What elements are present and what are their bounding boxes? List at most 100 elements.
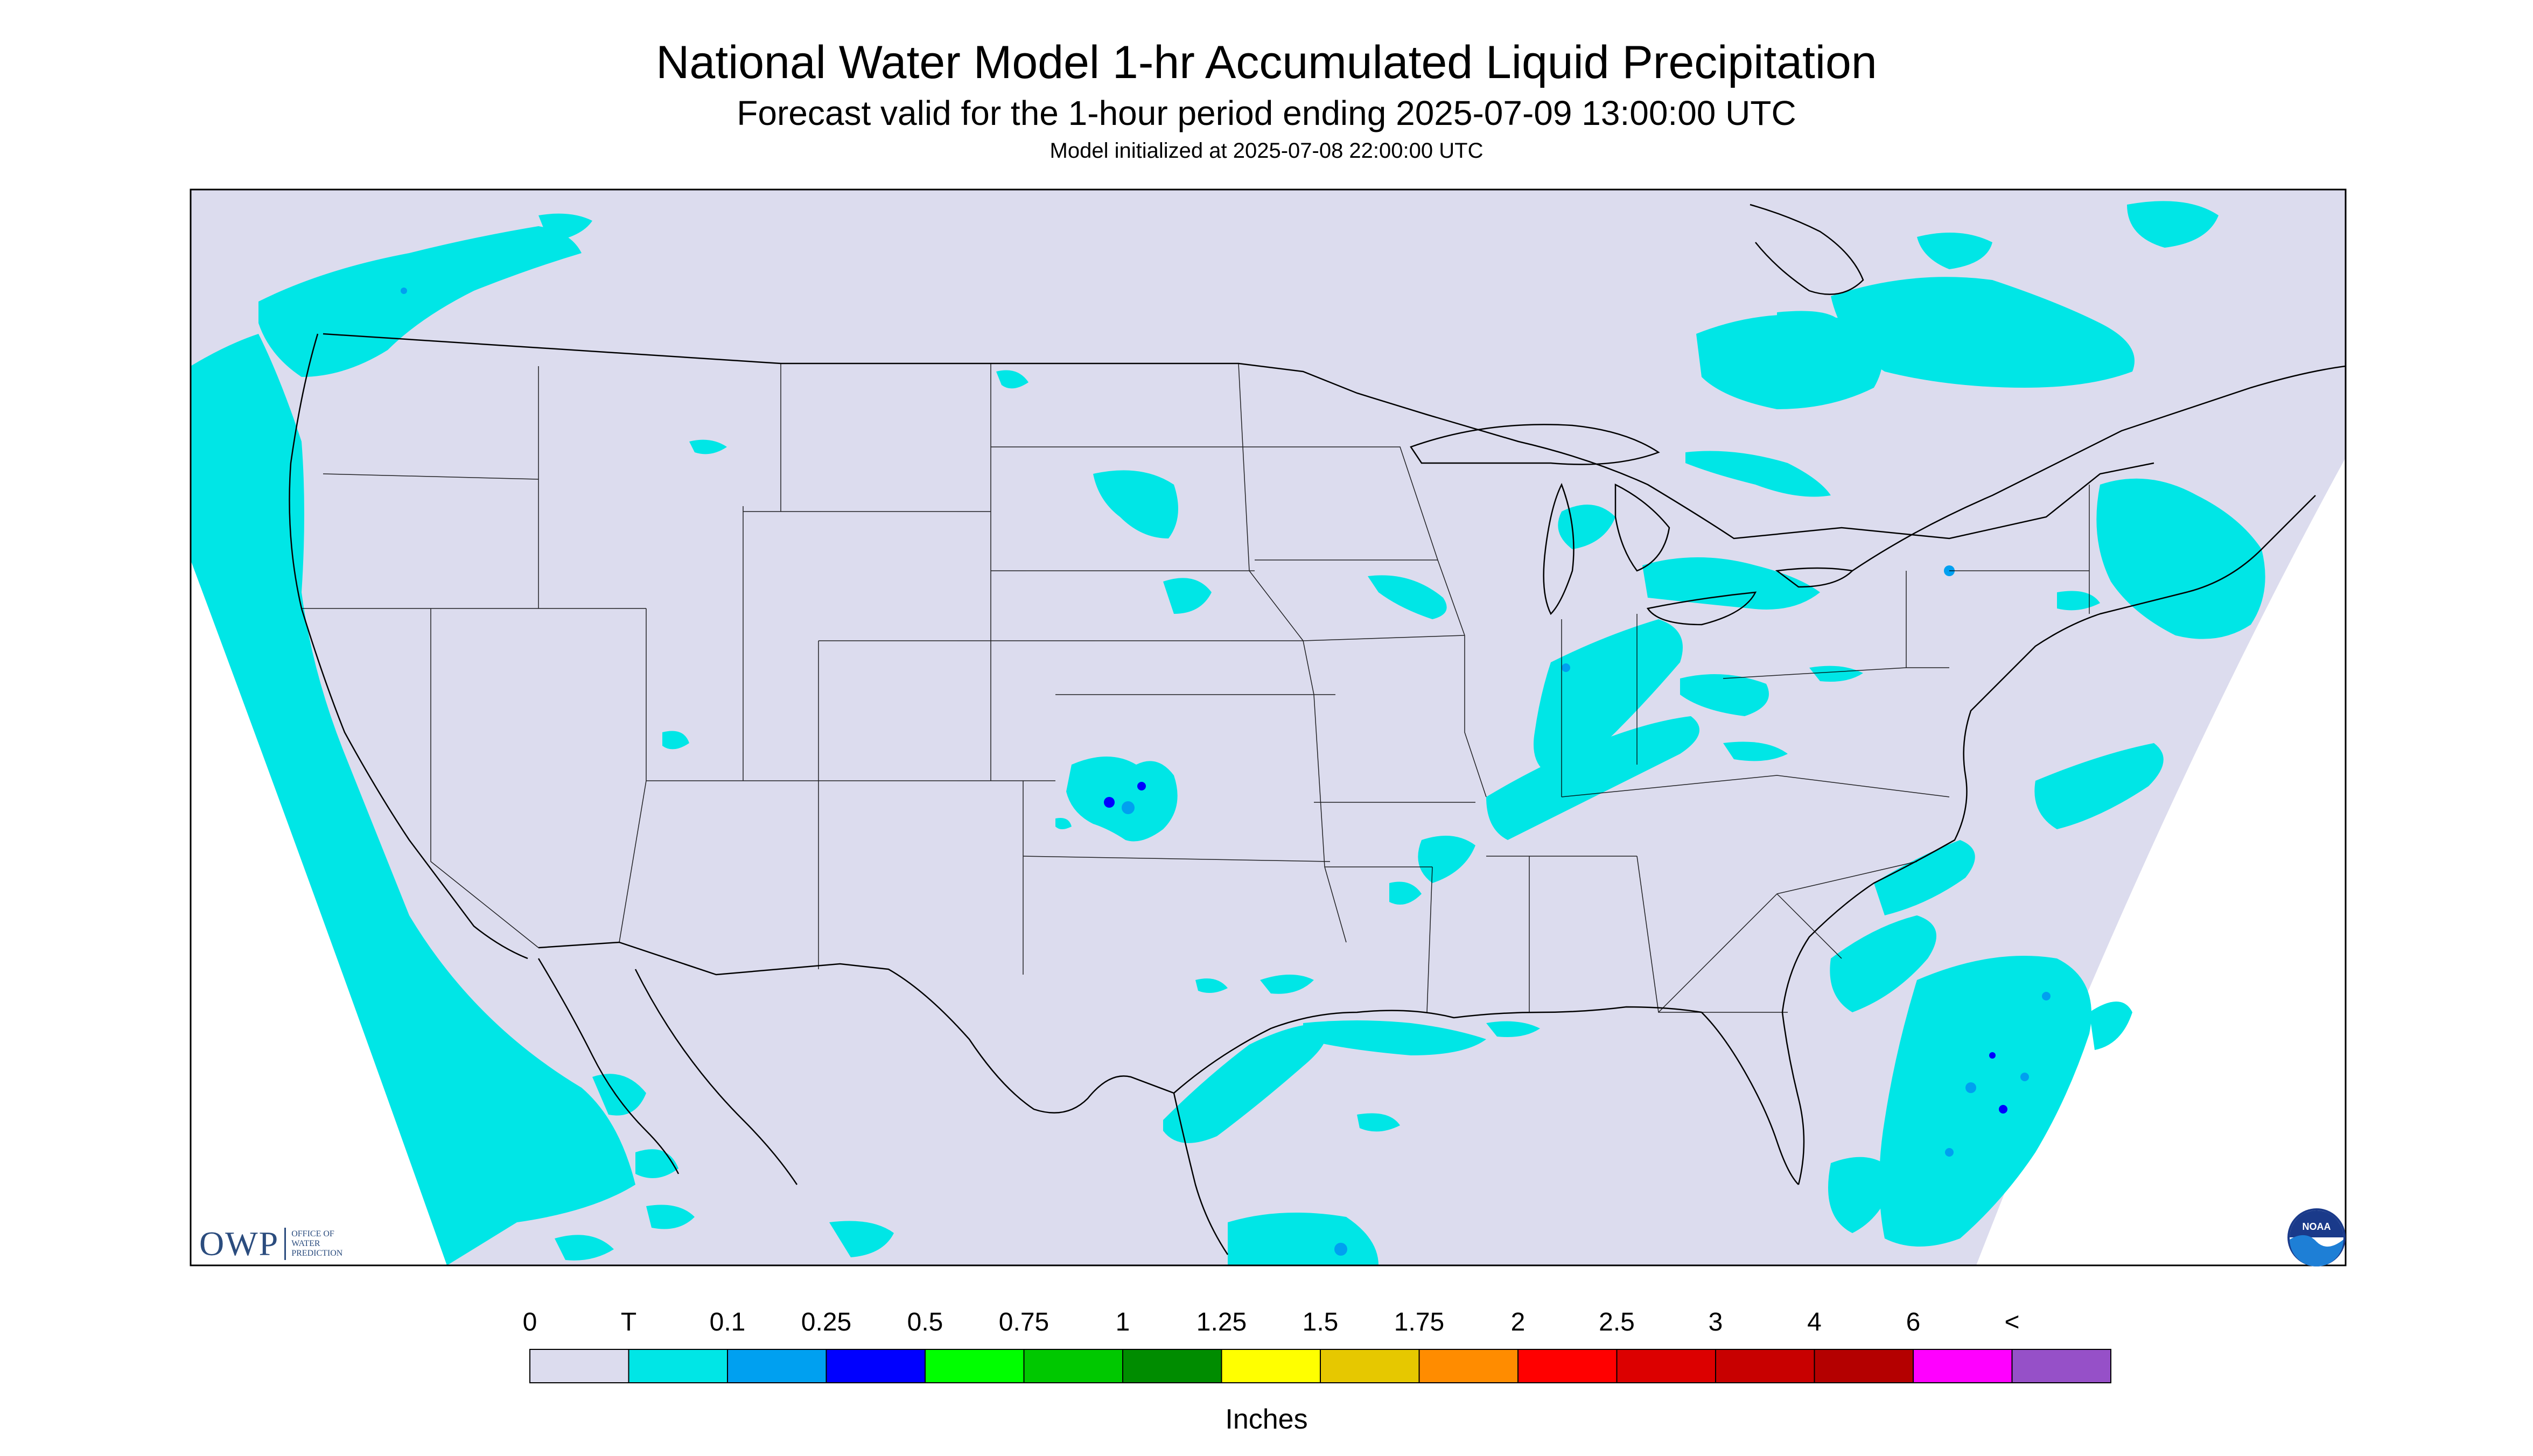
precip-pacific-northwest bbox=[258, 226, 582, 377]
precip-nd bbox=[996, 370, 1028, 389]
map-border bbox=[190, 188, 2347, 1266]
legend-label: 2 bbox=[1510, 1308, 1526, 1336]
precip-kentucky-band bbox=[1486, 716, 1699, 840]
gulf-of-california bbox=[634, 969, 798, 1185]
precip-montana bbox=[689, 439, 727, 454]
legend-swatch bbox=[1913, 1349, 2013, 1383]
legend-labels: 0 T 0.1 0.25 0.5 0.75 1 1.25 1.5 1.75 2 2.5 3 4 6 < bbox=[0, 1307, 2533, 1340]
legend-colorbar bbox=[529, 1349, 2111, 1383]
us-canada-border bbox=[323, 333, 2154, 540]
precip-ontario bbox=[1696, 314, 1883, 409]
noaa-logo-text: NOAA bbox=[2303, 1221, 2331, 1232]
precip-va-band bbox=[1723, 741, 1788, 761]
precip-tx-spot bbox=[1195, 978, 1228, 993]
map-subtitle: Forecast valid for the 1-hour period end… bbox=[737, 94, 1796, 132]
st-lawrence bbox=[1852, 365, 2346, 572]
legend-swatch bbox=[1814, 1349, 1914, 1383]
precip-gulf-spots bbox=[1357, 1113, 1400, 1132]
legend-swatch bbox=[727, 1349, 827, 1383]
precip-west-virginia bbox=[1680, 674, 1769, 716]
precip-mexico-pacific bbox=[646, 1205, 695, 1229]
precip-yucatan-west bbox=[829, 1221, 894, 1257]
legend-label: T bbox=[620, 1308, 637, 1336]
map-title: National Water Model 1-hr Accumulated Li… bbox=[656, 37, 1877, 88]
owp-logo-line1: OFFICE OF bbox=[291, 1229, 334, 1238]
precip-iowa bbox=[1368, 575, 1447, 619]
legend-swatch bbox=[1320, 1349, 1420, 1383]
precip-bc-coast bbox=[538, 213, 592, 242]
precip-east-atlantic bbox=[2089, 1002, 2132, 1050]
legend-label: 6 bbox=[1906, 1308, 1921, 1336]
legend-swatch bbox=[1715, 1349, 1815, 1383]
precip-arkansas bbox=[1389, 881, 1422, 905]
legend-swatch bbox=[825, 1349, 926, 1383]
legend-swatch bbox=[1418, 1349, 1519, 1383]
precip-quebec bbox=[1831, 277, 2135, 388]
precip-carolina-coast bbox=[1874, 840, 1975, 915]
precip-pennsylvania bbox=[1809, 666, 1863, 682]
legend-swatch bbox=[925, 1349, 1025, 1383]
owp-logo-line2: WATER bbox=[291, 1239, 320, 1248]
precip-gulf-louisiana bbox=[1303, 1020, 1486, 1055]
legend-label: 4 bbox=[1807, 1308, 1822, 1336]
precip-atlantic-midshelf bbox=[2034, 743, 2164, 829]
precip-kansas-oklahoma bbox=[1066, 757, 1178, 842]
mexico-gulf-coast bbox=[1173, 1093, 1229, 1255]
precip-bahamas bbox=[1828, 1157, 1895, 1233]
boundaries bbox=[289, 204, 2346, 1255]
legend-label: < bbox=[2004, 1308, 2020, 1336]
precip-atlantic-south bbox=[1830, 915, 1936, 1012]
legend-label: 1.5 bbox=[1302, 1308, 1339, 1336]
precip-mississippi-coast bbox=[1486, 1021, 1540, 1037]
legend-swatch bbox=[1616, 1349, 1716, 1383]
legend-units: Inches bbox=[1225, 1404, 1308, 1435]
legend-swatch bbox=[1221, 1349, 1321, 1383]
precip-lake-superior bbox=[1685, 451, 1831, 497]
owp-logo-text: OFFICE OF WATER PREDICTION bbox=[291, 1229, 342, 1258]
lake-superior bbox=[1410, 424, 1660, 465]
precip-texas-central bbox=[1260, 975, 1314, 994]
legend-label: 0.75 bbox=[998, 1308, 1049, 1336]
precip-colorado-spot bbox=[662, 731, 689, 750]
precip-ne bbox=[1163, 578, 1212, 614]
legend-swatch bbox=[1517, 1349, 1618, 1383]
precip-pacific-swath bbox=[191, 334, 635, 1265]
precip-michigan-upper bbox=[1558, 505, 1615, 549]
legend-label: 1 bbox=[1115, 1308, 1130, 1336]
precip-mexico-west bbox=[555, 1235, 614, 1261]
precip-texas-coast bbox=[1163, 1023, 1327, 1143]
james-bay bbox=[1750, 204, 1864, 295]
noaa-logo: NOAA bbox=[2287, 1208, 2346, 1266]
baja-california bbox=[537, 958, 680, 1174]
precip-sonora bbox=[592, 1074, 646, 1116]
legend-label: 1.75 bbox=[1394, 1308, 1445, 1336]
precip-labrador bbox=[2127, 201, 2219, 248]
owp-logo-divider bbox=[284, 1228, 286, 1260]
precip-ohio-valley bbox=[1534, 619, 1683, 775]
precip-michigan-lower bbox=[1642, 557, 1820, 610]
legend-swatch bbox=[1122, 1349, 1222, 1383]
precip-trace-areas bbox=[191, 201, 2265, 1265]
model-domain bbox=[191, 190, 2346, 1265]
precip-baja-offshore bbox=[377, 915, 614, 1202]
legend-label: 2.5 bbox=[1599, 1308, 1635, 1336]
owp-logo-line3: PREDICTION bbox=[291, 1249, 343, 1258]
precip-atlantic-cells bbox=[1879, 956, 2091, 1247]
lake-erie bbox=[1646, 591, 1757, 626]
us-gulf-coast bbox=[1173, 1006, 1799, 1185]
legend-label: 0 bbox=[522, 1308, 537, 1336]
legend-swatch bbox=[2011, 1349, 2111, 1383]
legend-label: 3 bbox=[1708, 1308, 1723, 1336]
precip-quebec-north bbox=[1917, 233, 1992, 269]
legend-swatch bbox=[628, 1349, 728, 1383]
model-init-time: Model initialized at 2025-07-08 22:00:00… bbox=[1049, 139, 1484, 163]
state-boundaries bbox=[302, 363, 2090, 1013]
precip-nw-canada-strip bbox=[1777, 311, 1842, 328]
legend-label: 1.25 bbox=[1196, 1308, 1247, 1336]
legend-label: 0.1 bbox=[709, 1308, 746, 1336]
owp-logo-letters: OWP bbox=[199, 1224, 279, 1263]
owp-logo: OWP OFFICE OF WATER PREDICTION bbox=[199, 1222, 342, 1265]
lake-huron bbox=[1614, 483, 1670, 572]
legend-swatch bbox=[529, 1349, 629, 1383]
